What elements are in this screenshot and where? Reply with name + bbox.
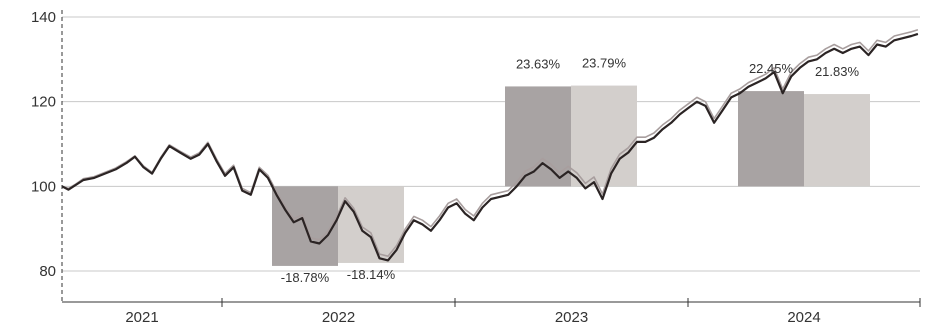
x-tick-label-2024: 2024 (787, 309, 820, 326)
bar-label-2022-dark: -18.78% (281, 270, 330, 285)
bar-label-2024-light: 21.83% (815, 64, 860, 79)
bar-label-2024-dark: 22.45% (749, 61, 794, 76)
series-line-dark (61, 32, 919, 262)
annual-return-bars (272, 85, 870, 266)
bar-label-2023-light: 23.79% (582, 56, 627, 71)
bar-label-2022-light: -18.14% (347, 267, 396, 282)
y-tick-label-120: 120 (31, 94, 56, 111)
x-tick-label-2021: 2021 (125, 309, 158, 326)
bar-label-2023-dark: 23.63% (516, 56, 561, 71)
x-tick-label-2022: 2022 (322, 309, 355, 326)
y-tick-label-100: 100 (31, 178, 56, 195)
bar-2024-light (804, 94, 870, 187)
bar-2024-dark (738, 91, 804, 187)
bar-2023-dark (505, 86, 571, 187)
axes (61, 10, 921, 307)
x-tick-label-2023: 2023 (555, 309, 588, 326)
bar-2023-light (571, 85, 637, 187)
y-tick-label-80: 80 (39, 263, 56, 280)
labels: 80 100 120 140 -18.78% -18.14% 23.63% 23.79% 22.… (31, 9, 860, 326)
series-lines (61, 28, 919, 262)
y-tick-label-140: 140 (31, 9, 56, 26)
